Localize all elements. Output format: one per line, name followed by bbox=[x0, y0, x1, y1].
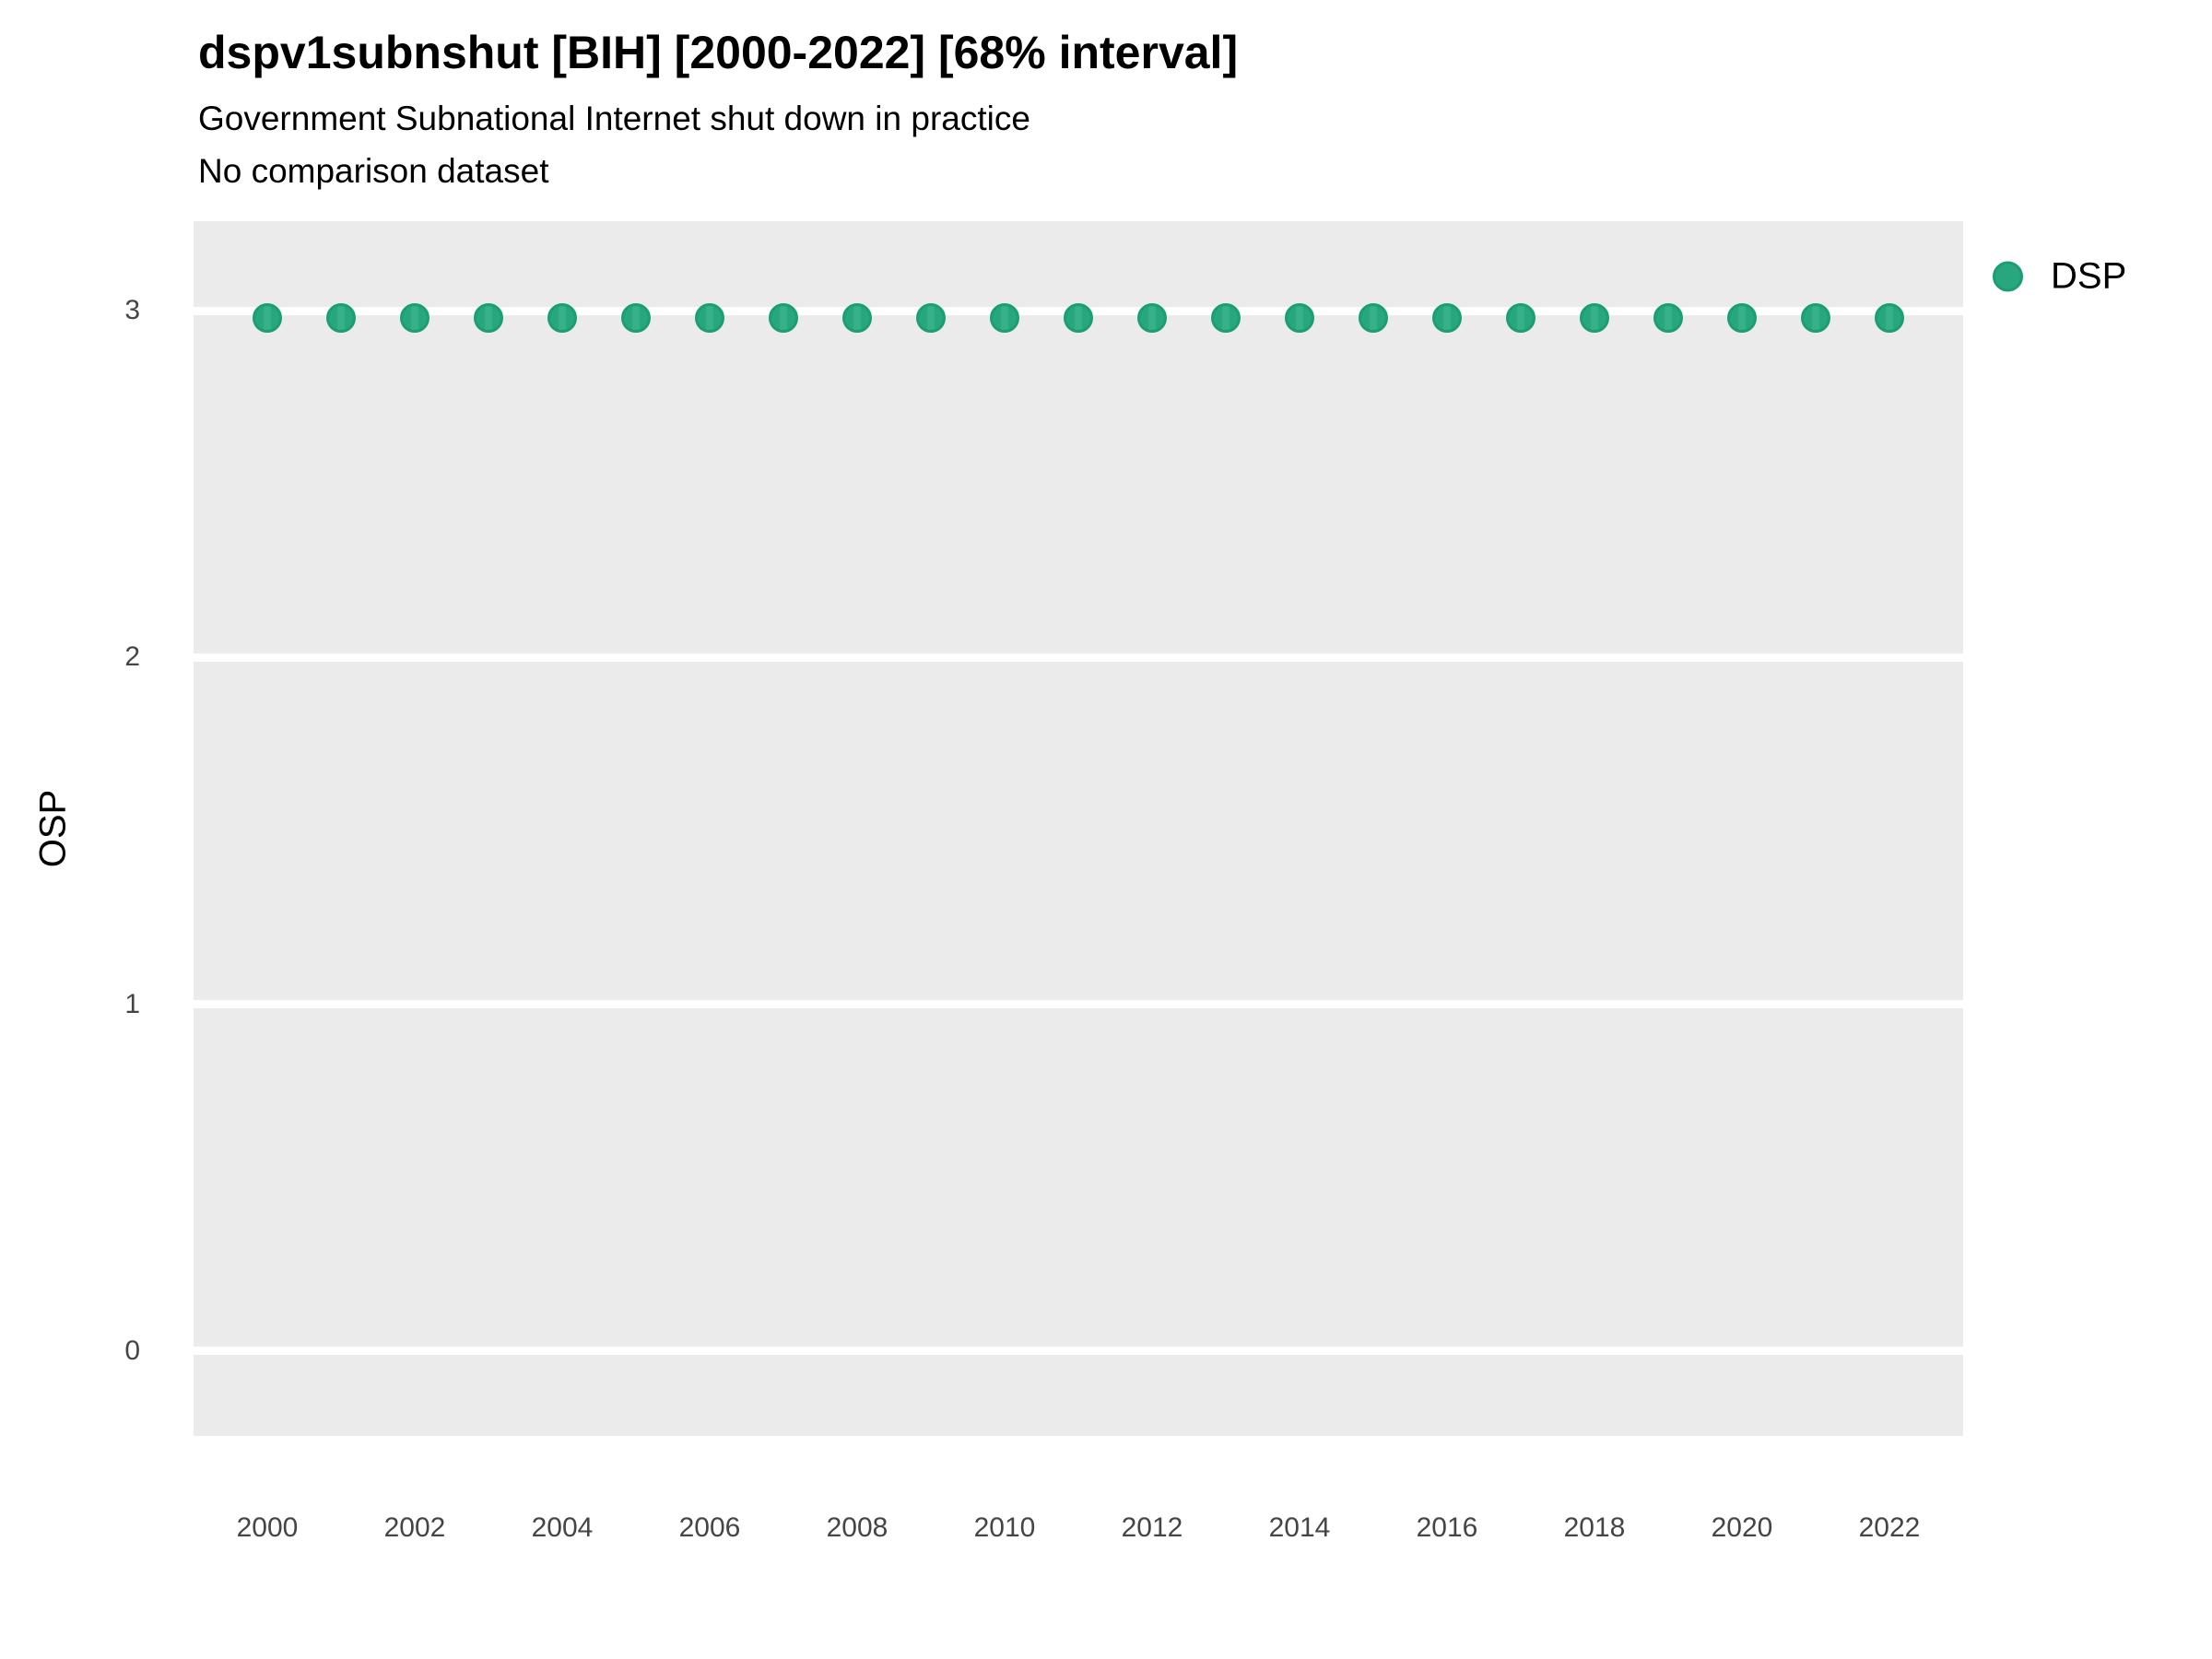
chart-note: No comparison dataset bbox=[198, 152, 549, 190]
data-point-DSP-2000 bbox=[253, 302, 282, 333]
data-point-DSP-2011 bbox=[1064, 302, 1093, 333]
data-point-DSP-2001 bbox=[326, 302, 356, 333]
data-point-DSP-2005 bbox=[621, 302, 651, 333]
x-tick-label-2006: 2006 bbox=[678, 1512, 741, 1543]
y-tick-label-0: 0 bbox=[124, 1335, 140, 1366]
x-tick-label-2022: 2022 bbox=[1858, 1512, 1921, 1543]
x-tick-label-2012: 2012 bbox=[1121, 1512, 1183, 1543]
data-point-DSP-2017 bbox=[1506, 302, 1535, 333]
data-point-DSP-2008 bbox=[842, 302, 872, 333]
data-point-DSP-2020 bbox=[1727, 302, 1757, 333]
y-tick-label-3: 3 bbox=[124, 295, 140, 326]
data-point-DSP-2006 bbox=[695, 302, 724, 333]
data-point-DSP-2010 bbox=[990, 302, 1019, 333]
data-point-DSP-2009 bbox=[916, 302, 946, 333]
data-point-DSP-2021 bbox=[1801, 302, 1830, 333]
x-tick-label-2008: 2008 bbox=[826, 1512, 888, 1543]
data-point-DSP-2022 bbox=[1875, 302, 1904, 333]
gridline-y-0 bbox=[194, 1347, 1963, 1356]
x-tick-label-2004: 2004 bbox=[531, 1512, 594, 1543]
data-point-DSP-2004 bbox=[547, 302, 577, 333]
x-tick-label-2018: 2018 bbox=[1563, 1512, 1626, 1543]
data-point-DSP-2013 bbox=[1211, 302, 1241, 333]
x-tick-label-2002: 2002 bbox=[383, 1512, 446, 1543]
data-point-DSP-2003 bbox=[474, 302, 503, 333]
x-tick-label-2000: 2000 bbox=[236, 1512, 299, 1543]
legend-point-icon bbox=[1993, 261, 2023, 292]
data-point-DSP-2019 bbox=[1653, 302, 1683, 333]
legend-label: DSP bbox=[2051, 255, 2127, 297]
x-tick-label-2010: 2010 bbox=[973, 1512, 1036, 1543]
y-axis-title: OSP bbox=[32, 789, 74, 868]
x-tick-label-2016: 2016 bbox=[1416, 1512, 1478, 1543]
chart-title: dspv1subnshut [BIH] [2000-2022] [68% int… bbox=[198, 27, 1239, 78]
plot-area bbox=[194, 221, 1963, 1436]
data-point-DSP-2016 bbox=[1432, 302, 1462, 333]
y-tick-label-2: 2 bbox=[124, 641, 140, 673]
data-point-DSP-2018 bbox=[1580, 302, 1609, 333]
y-tick-label-1: 1 bbox=[124, 988, 140, 1019]
data-point-DSP-2012 bbox=[1137, 302, 1167, 333]
data-point-DSP-2002 bbox=[400, 302, 429, 333]
data-point-DSP-2007 bbox=[769, 302, 798, 333]
data-point-DSP-2014 bbox=[1285, 302, 1314, 333]
data-point-DSP-2015 bbox=[1359, 302, 1388, 333]
chart-subtitle: Government Subnational Internet shut dow… bbox=[198, 100, 1030, 137]
gridline-y-1 bbox=[194, 1000, 1963, 1009]
x-tick-label-2014: 2014 bbox=[1268, 1512, 1331, 1543]
legend: DSP bbox=[1993, 256, 2126, 298]
x-tick-label-2020: 2020 bbox=[1711, 1512, 1773, 1543]
gridline-y-2 bbox=[194, 653, 1963, 662]
